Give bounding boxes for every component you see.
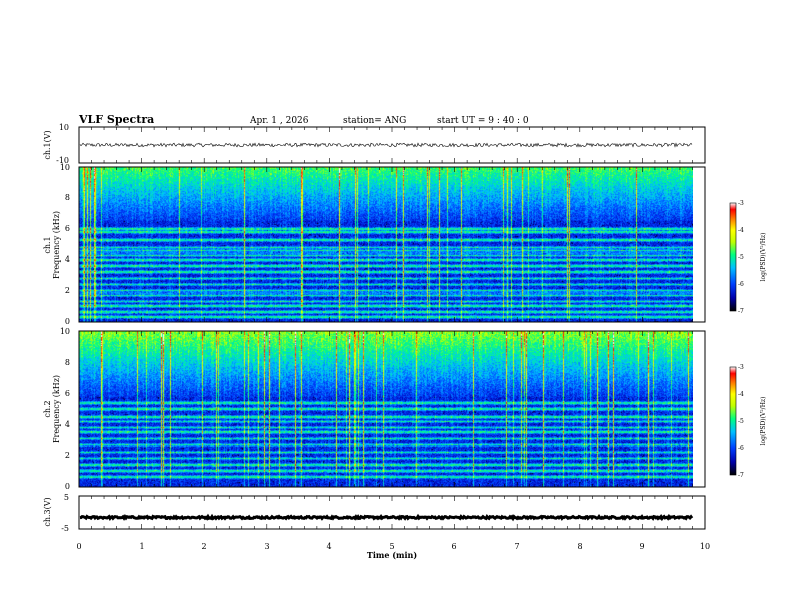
ch3-waveform-ylabel: ch.3(V) — [43, 497, 52, 526]
ch1-spectrogram-ylabel-freq: Frequency (kHz) — [52, 211, 61, 279]
ch2-colorbar: -3 -4 -5 -6 -7 log(PSD)(V²/Hz) — [729, 364, 767, 479]
ch1-freq-tick-6: 6 — [65, 224, 70, 233]
ch2-spectrogram-panel: 0 2 4 6 8 10 ch.2 Frequency (kHz) — [43, 327, 706, 491]
xtick-4: 4 — [326, 542, 331, 551]
xtick-7: 7 — [514, 542, 519, 551]
xtick-2: 2 — [201, 542, 206, 551]
ch1-spectrogram-image — [79, 167, 693, 322]
ch3-waveform-frame — [78, 495, 706, 530]
ch1-colorbar-label: log(PSD)(V²/Hz) — [760, 233, 767, 282]
xtick-0: 0 — [76, 542, 81, 551]
ch1-waveform-ticks — [78, 127, 706, 163]
ch1-waveform-panel: 10 -10 ch.1(V) — [43, 123, 706, 165]
ch2-freq-tick-10: 10 — [60, 327, 70, 336]
ch1-freq-tick-8: 8 — [65, 193, 70, 202]
ch1-spectrogram-panel: 0 2 4 6 8 10 ch.1 Frequency (kHz) — [43, 163, 706, 326]
ch1-colorbar-tick-m6: -6 — [738, 281, 744, 288]
ch1-ytick-top: 10 — [59, 123, 69, 132]
ch1-colorbar-gradient — [729, 202, 737, 312]
xtick-9: 9 — [639, 542, 644, 551]
ch1-freq-tick-4: 4 — [65, 255, 70, 264]
ch2-spectrogram-ticks — [78, 331, 706, 487]
start-ut-label: start UT = 9 : 40 : 0 — [437, 116, 529, 126]
ch2-spectrogram-image — [79, 331, 693, 487]
ch2-colorbar-tick-m4: -4 — [738, 391, 744, 398]
ch1-ytick-bottom: -10 — [56, 156, 69, 165]
xtick-6: 6 — [451, 542, 456, 551]
x-axis-label: Time (min) — [367, 550, 417, 560]
xtick-8: 8 — [577, 542, 582, 551]
ch1-waveform-ylabel: ch.1(V) — [43, 130, 52, 159]
ch3-waveform-panel: 5 -5 ch.3(V) — [43, 493, 706, 533]
ch1-colorbar: -3 -4 -5 -6 -7 log(PSD)(V²/Hz) — [729, 200, 767, 315]
ch1-colorbar-tick-m7: -7 — [738, 308, 744, 315]
ch1-colorbar-tick-m3: -3 — [738, 200, 744, 207]
ch2-spectrogram-ylabel-channel: ch.2 — [43, 400, 52, 417]
ch2-colorbar-tick-m3: -3 — [738, 364, 744, 371]
ch3-waveform-trace — [79, 513, 694, 522]
ch2-colorbar-tick-m7: -7 — [738, 472, 744, 479]
ch2-colorbar-gradient — [729, 366, 737, 476]
xtick-1: 1 — [139, 542, 144, 551]
ch2-spectrogram-canvas-holder — [79, 331, 693, 487]
ch3-ytick-bottom: -5 — [61, 524, 69, 533]
ch1-spectrogram-ylabel-channel: ch.1 — [43, 236, 52, 253]
ch1-spectrogram-ticks — [78, 167, 706, 322]
ch2-colorbar-tick-m5: -5 — [738, 418, 744, 425]
ch1-freq-tick-2: 2 — [65, 286, 70, 295]
xtick-5: 5 — [389, 542, 394, 551]
ch2-freq-tick-6: 6 — [65, 389, 70, 398]
ch1-colorbar-tick-m4: -4 — [738, 227, 744, 234]
ch2-freq-tick-4: 4 — [65, 420, 70, 429]
ch2-colorbar-label: log(PSD)(V²/Hz) — [760, 397, 767, 446]
ch1-spectrogram-canvas-holder — [79, 167, 693, 322]
ch1-freq-tick-0: 0 — [65, 317, 70, 326]
ch1-waveform-trace — [79, 142, 693, 148]
figure-title: VLF Spectra — [78, 113, 154, 126]
station-label: station= ANG — [343, 116, 406, 126]
date-label: Apr. 1 , 2026 — [249, 116, 309, 126]
xtick-3: 3 — [264, 542, 269, 551]
ch3-ytick-top: 5 — [64, 493, 69, 502]
ch1-freq-tick-10: 10 — [60, 163, 70, 172]
ch2-freq-tick-2: 2 — [65, 451, 70, 460]
x-axis-tick-labels: 0 1 2 3 4 5 6 7 8 9 10 — [76, 542, 710, 551]
ch2-colorbar-tick-m6: -6 — [738, 445, 744, 452]
ch2-freq-tick-8: 8 — [65, 358, 70, 367]
ch2-freq-tick-0: 0 — [65, 482, 70, 491]
ch3-waveform-ticks — [78, 496, 706, 529]
ch1-colorbar-tick-m5: -5 — [738, 254, 744, 261]
xtick-10: 10 — [700, 542, 710, 551]
ch2-spectrogram-ylabel-freq: Frequency (kHz) — [52, 375, 61, 443]
